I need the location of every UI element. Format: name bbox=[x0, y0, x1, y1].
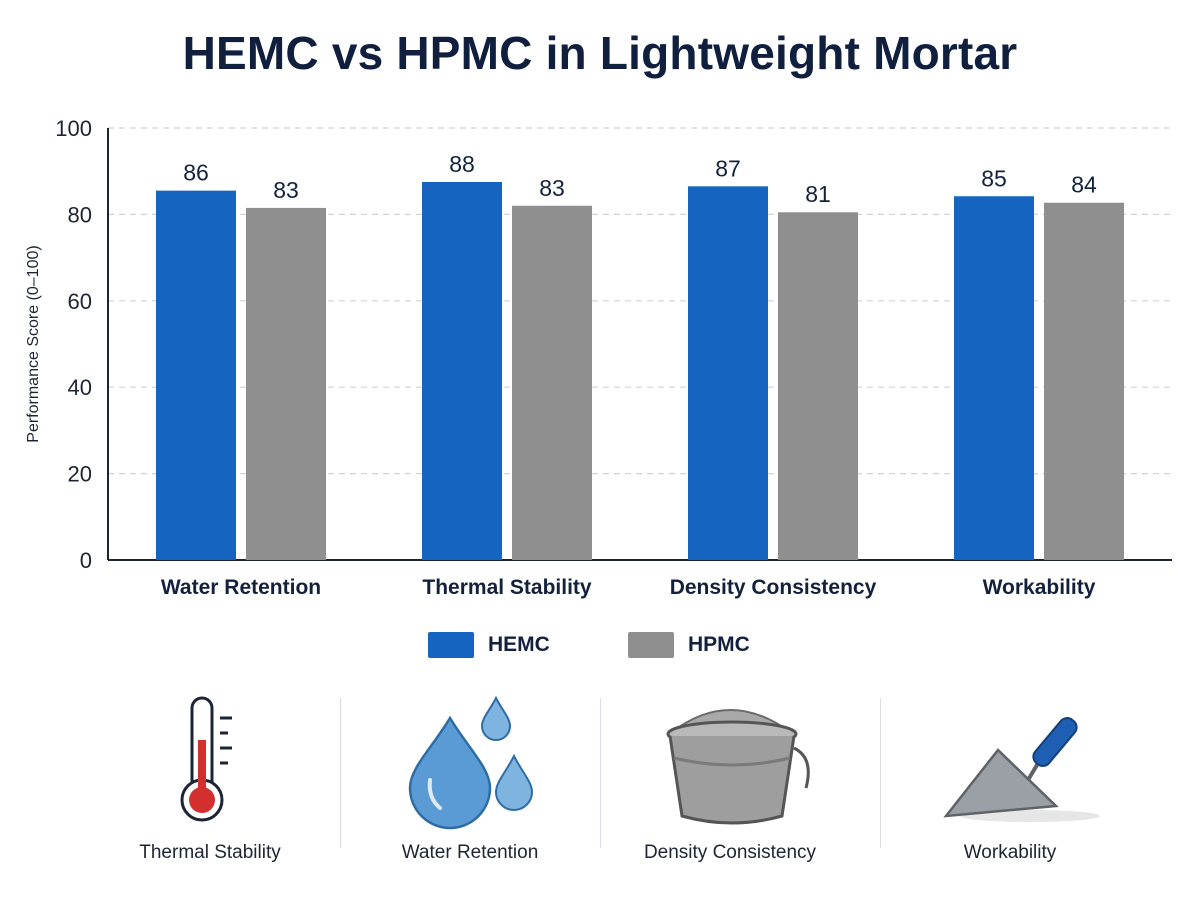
bar-hemc bbox=[422, 182, 502, 560]
legend: HEMC HPMC bbox=[0, 632, 1200, 662]
water-drops-icon bbox=[408, 695, 534, 830]
divider bbox=[880, 698, 881, 848]
mortar-bucket-icon bbox=[666, 709, 810, 825]
bar-hpmc bbox=[246, 207, 326, 561]
bar-hpmc bbox=[778, 212, 858, 561]
data-label: 85 bbox=[981, 165, 1007, 191]
chart-title: HEMC vs HPMC in Lightweight Mortar bbox=[182, 27, 1018, 79]
y-tick-label: 0 bbox=[80, 548, 92, 573]
y-tick-label: 60 bbox=[68, 289, 92, 314]
trowel-icon bbox=[943, 717, 1100, 822]
thermometer-icon bbox=[180, 696, 232, 822]
data-label: 86 bbox=[183, 160, 209, 186]
icon-cell-thermal: Thermal Stability bbox=[80, 688, 340, 878]
data-label: 84 bbox=[1071, 172, 1097, 198]
y-tick-label: 20 bbox=[68, 462, 92, 487]
data-label: 88 bbox=[449, 151, 475, 177]
x-tick-label: Workability bbox=[983, 576, 1096, 599]
icon-caption: Workability bbox=[963, 842, 1057, 863]
y-tick-label: 40 bbox=[68, 375, 92, 400]
data-label: 81 bbox=[805, 181, 831, 207]
icon-strip: Thermal Stability Water Retention Densit… bbox=[80, 688, 1120, 878]
divider bbox=[600, 698, 601, 848]
divider bbox=[340, 698, 341, 848]
bar-hemc bbox=[156, 190, 236, 560]
y-tick-label: 100 bbox=[55, 116, 92, 141]
y-tick-label: 80 bbox=[68, 202, 92, 227]
icon-caption: Density Consistency bbox=[643, 842, 817, 863]
x-tick-label: Density Consistency bbox=[670, 576, 877, 599]
data-label: 83 bbox=[539, 175, 565, 201]
icon-cell-workability: Workability bbox=[880, 688, 1140, 878]
bar-hemc bbox=[688, 186, 768, 560]
legend-swatch-hpmc bbox=[628, 632, 674, 658]
bar-chart: 0 20 40 60 80 100 Performance Score (0–100) 86 8… bbox=[25, 116, 1172, 599]
icon-cell-water: Water Retention bbox=[340, 688, 600, 878]
y-axis-label: Performance Score (0–100) bbox=[25, 245, 42, 442]
x-tick-label: Thermal Stability bbox=[422, 576, 592, 599]
legend-label-hemc: HEMC bbox=[488, 633, 550, 656]
legend-item-hpmc: HPMC bbox=[628, 632, 750, 658]
icon-caption: Thermal Stability bbox=[139, 842, 281, 863]
x-tick-label: Water Retention bbox=[161, 576, 321, 599]
legend-swatch-hemc bbox=[428, 632, 474, 658]
data-label: 83 bbox=[273, 177, 299, 203]
legend-label-hpmc: HPMC bbox=[688, 633, 750, 656]
bar-hpmc bbox=[1044, 202, 1124, 560]
bar-hpmc bbox=[512, 205, 592, 560]
data-label: 87 bbox=[715, 155, 741, 181]
bar-hemc bbox=[954, 196, 1034, 561]
icon-caption: Water Retention bbox=[401, 842, 539, 863]
icon-cell-density: Density Consistency bbox=[600, 688, 860, 878]
legend-item-hemc: HEMC bbox=[428, 632, 550, 658]
